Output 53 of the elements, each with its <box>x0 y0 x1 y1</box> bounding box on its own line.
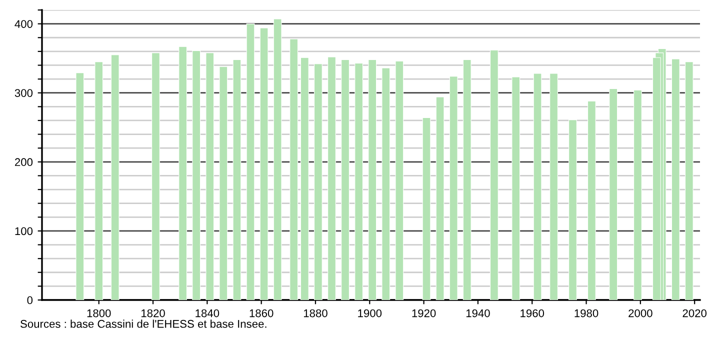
bar <box>568 120 577 300</box>
x-tick-label: 1900 <box>358 309 382 318</box>
bar <box>354 62 364 300</box>
bar <box>449 76 458 300</box>
bar <box>260 28 268 300</box>
x-tick-label: 1960 <box>520 309 544 318</box>
x-tick-label: 1860 <box>250 309 274 318</box>
x-tick-label: 1980 <box>574 309 598 318</box>
x-tick-label: 1940 <box>466 309 490 318</box>
bar <box>533 73 542 300</box>
bar <box>246 24 255 300</box>
bar <box>634 90 642 300</box>
bar <box>232 59 242 300</box>
y-tick-label: 0 <box>27 296 33 304</box>
bar <box>684 62 694 300</box>
bar <box>206 52 214 300</box>
x-tick-label: 1880 <box>304 309 328 318</box>
bar <box>368 59 377 300</box>
x-tick-label: 1800 <box>87 309 111 318</box>
bar <box>550 73 558 300</box>
bar <box>587 100 596 300</box>
y-tick-label: 200 <box>14 158 33 166</box>
bar <box>192 50 201 300</box>
x-tick-label: 2020 <box>682 309 707 318</box>
bar <box>609 88 618 300</box>
x-tick-label: 1840 <box>196 309 220 318</box>
bar <box>671 58 680 300</box>
bar <box>76 72 84 300</box>
y-tick-label: 100 <box>15 227 33 236</box>
source-note: Sources : base Cassini de l'EHESS et base Insee. <box>20 320 266 328</box>
bar <box>300 57 309 300</box>
bar <box>152 52 160 300</box>
bar <box>94 62 104 300</box>
bar <box>341 59 350 300</box>
bar <box>395 60 404 300</box>
bar <box>314 64 322 300</box>
bar <box>422 117 431 300</box>
y-tick-label: 400 <box>14 20 33 28</box>
bar <box>436 96 444 300</box>
y-tick-label: 300 <box>14 89 33 97</box>
bar <box>273 18 282 300</box>
bar <box>512 76 520 300</box>
x-tick-label: 2000 <box>628 309 652 318</box>
bar <box>178 46 188 300</box>
bar <box>290 38 298 300</box>
bar <box>382 68 390 300</box>
bar <box>110 54 120 300</box>
x-tick-label: 1820 <box>142 309 165 318</box>
x-tick-label: 1920 <box>412 309 436 318</box>
bar <box>328 56 336 300</box>
bar <box>219 66 228 300</box>
bar <box>462 59 472 300</box>
bar <box>490 50 498 300</box>
